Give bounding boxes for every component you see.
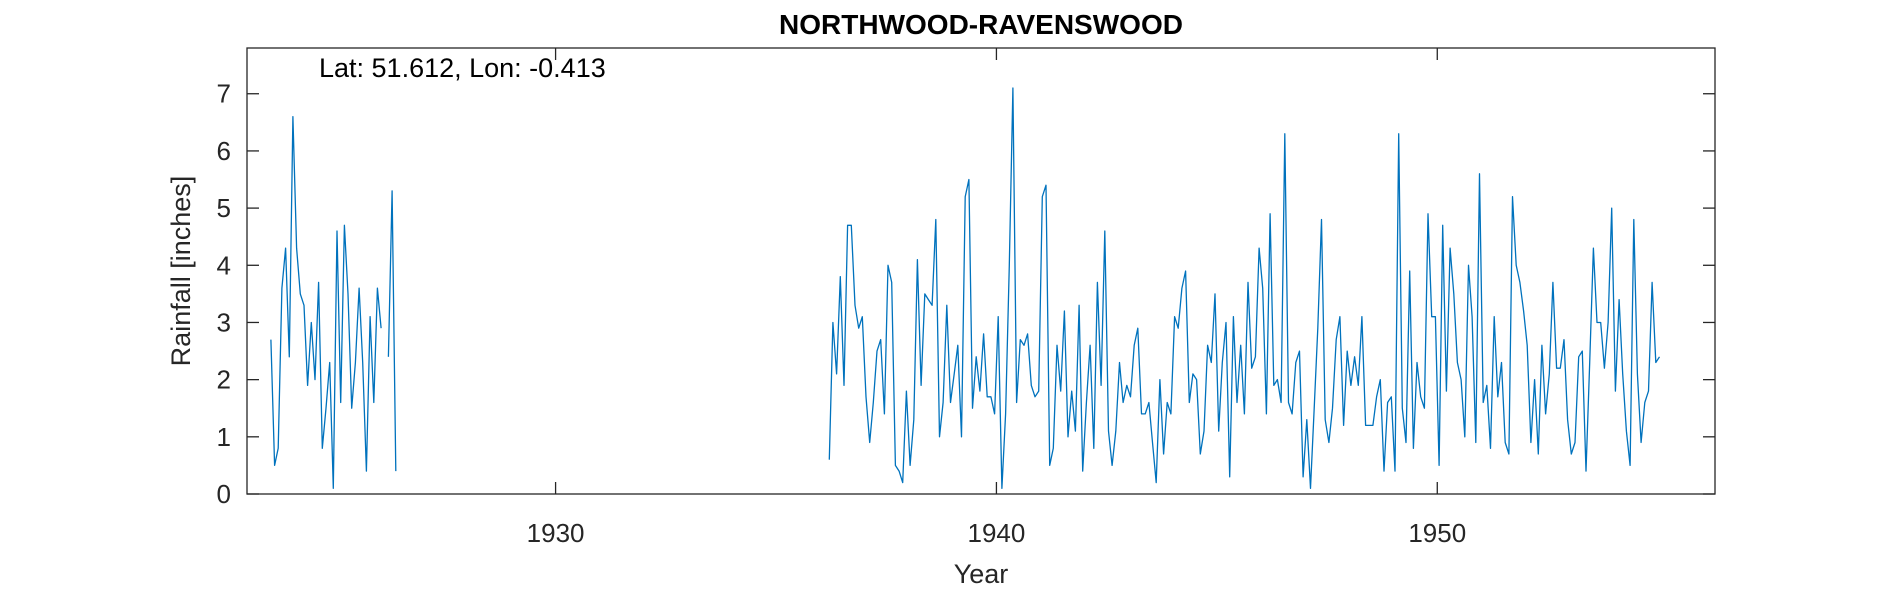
y-tick-label: 0 <box>217 479 231 509</box>
x-tick-label: 1930 <box>527 518 585 548</box>
y-tick-label: 1 <box>217 422 231 452</box>
axes-box <box>246 47 1716 495</box>
y-tick-label: 5 <box>217 193 231 223</box>
plot-area: 0 1 2 3 4 5 6 7 1930 1940 1950 <box>217 47 1716 548</box>
rainfall-series-line <box>270 115 397 489</box>
x-tick-label: 1940 <box>968 518 1026 548</box>
y-tick-label: 6 <box>217 136 231 166</box>
rainfall-series-line <box>828 87 1661 489</box>
y-axis-label: Rainfall [inches] <box>166 176 196 367</box>
x-tick-label: 1950 <box>1408 518 1466 548</box>
y-tick-label: 7 <box>217 79 231 109</box>
axis-tick-labels: 0 1 2 3 4 5 6 7 1930 1940 1950 <box>217 79 1467 548</box>
y-tick-label: 2 <box>217 365 231 395</box>
y-tick-label: 4 <box>217 250 231 280</box>
x-axis-label: Year <box>954 559 1009 589</box>
chart-title: NORTHWOOD-RAVENSWOOD <box>779 9 1183 40</box>
location-annotation: Lat: 51.612, Lon: -0.413 <box>319 53 606 83</box>
series-layer <box>270 87 1661 489</box>
axis-ticks <box>247 48 1715 495</box>
y-tick-label: 3 <box>217 307 231 337</box>
